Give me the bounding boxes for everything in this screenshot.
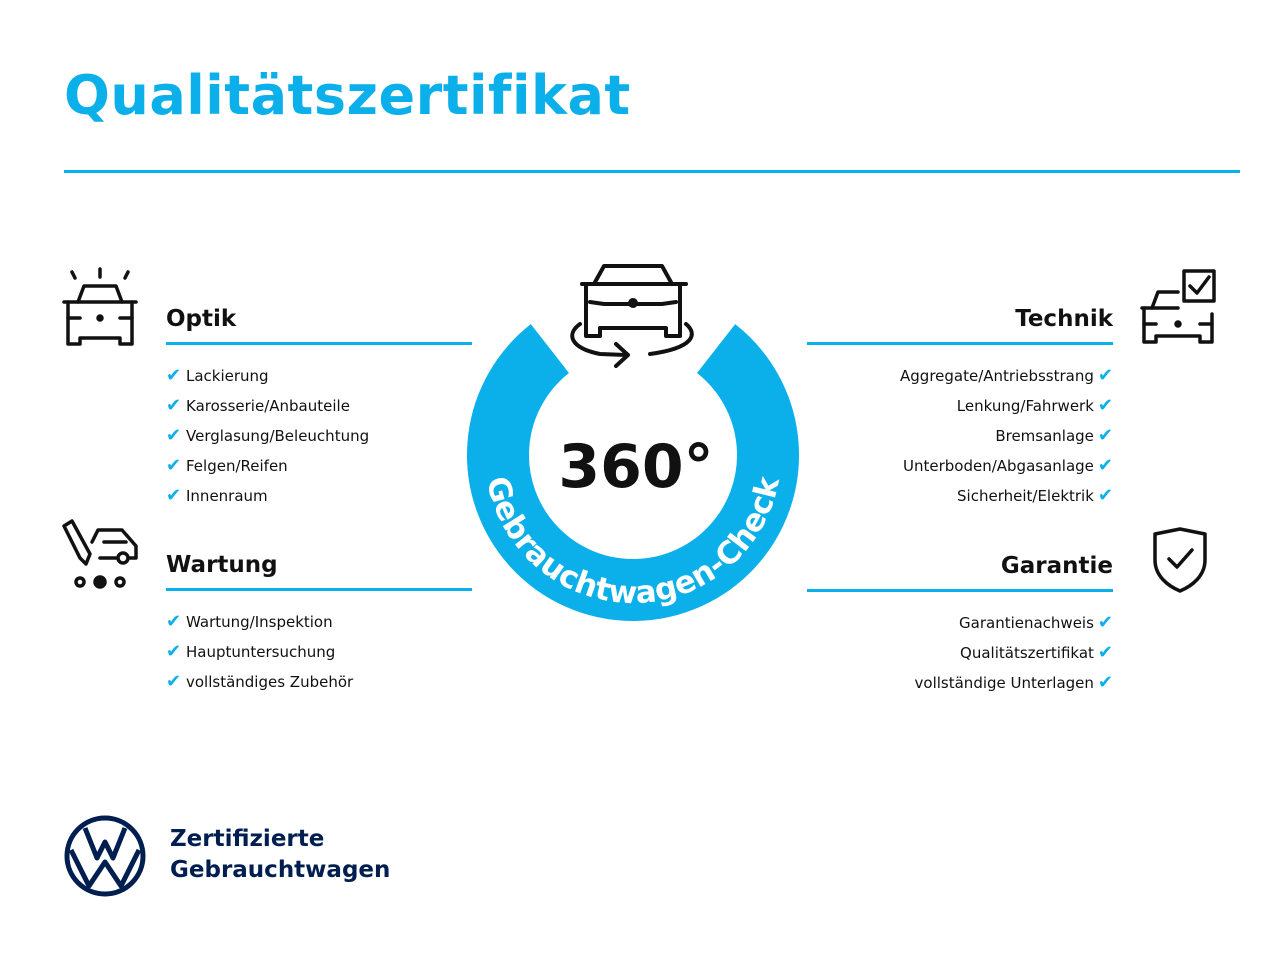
check-icon: ✔: [166, 611, 182, 632]
car-lights-icon: [62, 267, 138, 346]
list-item: ✔ Lackierung: [166, 361, 472, 391]
section-garantie: Garantie Garantienachweis ✔ Qualitätszert…: [807, 549, 1113, 698]
car-service-icon: [62, 519, 138, 589]
section-optik: Optik ✔ Lackierung ✔ Karosserie/Anbauteile…: [166, 302, 472, 511]
check-icon: ✔: [166, 671, 182, 692]
check-icon: ✔: [1097, 642, 1113, 663]
check-icon: ✔: [166, 641, 182, 662]
list-item: vollständige Unterlagen ✔: [807, 668, 1113, 698]
list-item: ✔ Hauptuntersuchung: [166, 637, 472, 667]
check-icon: ✔: [1097, 672, 1113, 693]
check-icon: ✔: [1097, 455, 1113, 476]
check-icon: ✔: [1097, 612, 1113, 633]
check-icon: ✔: [166, 365, 182, 386]
logo-text: Zertifizierte Gebrauchtwagen: [170, 826, 391, 883]
check-icon: ✔: [1097, 485, 1113, 506]
check-icon: ✔: [166, 455, 182, 476]
section-technik: Technik Aggregate/Antriebsstrang ✔ Lenkun…: [807, 302, 1113, 511]
check-icon: ✔: [1097, 365, 1113, 386]
list-item: Unterboden/Abgasanlage ✔: [807, 451, 1113, 481]
list-item: ✔ Karosserie/Anbauteile: [166, 391, 472, 421]
check-icon: ✔: [1097, 395, 1113, 416]
badge-value: 360°: [558, 432, 713, 502]
car-checkbox-icon: [1140, 269, 1216, 344]
badge-ring: [467, 324, 799, 621]
check-icon: ✔: [1097, 425, 1113, 446]
page-title: Qualitätszertifikat: [64, 64, 631, 127]
list-item: Aggregate/Antriebsstrang ✔: [807, 361, 1113, 391]
list-item: Garantienachweis ✔: [807, 608, 1113, 638]
section-heading: Garantie: [1000, 553, 1113, 579]
car-rotate-icon: [570, 264, 694, 368]
section-divider: [807, 589, 1113, 592]
list-item: ✔ Felgen/Reifen: [166, 451, 472, 481]
list-item: Qualitätszertifikat ✔: [807, 638, 1113, 668]
shield-check-icon: [1153, 527, 1207, 593]
section-heading: Wartung: [166, 552, 278, 578]
section-divider: [166, 588, 472, 591]
list-item: Bremsanlage ✔: [807, 421, 1113, 451]
section-heading: Optik: [166, 306, 237, 332]
list-item: ✔ Wartung/Inspektion: [166, 607, 472, 637]
list-item: Sicherheit/Elektrik ✔: [807, 481, 1113, 511]
list-item: ✔ Verglasung/Beleuchtung: [166, 421, 472, 451]
section-wartung: Wartung ✔ Wartung/Inspektion ✔ Hauptunters…: [166, 548, 472, 697]
list-item: Lenkung/Fahrwerk ✔: [807, 391, 1113, 421]
title-divider: [64, 170, 1240, 173]
check-icon: ✔: [166, 395, 182, 416]
list-item: ✔ vollständiges Zubehör: [166, 667, 472, 697]
section-divider: [166, 342, 472, 345]
list-item: ✔ Innenraum: [166, 481, 472, 511]
check-icon: ✔: [166, 485, 182, 506]
vw-logo: [64, 815, 146, 897]
section-divider: [807, 342, 1113, 345]
check-icon: ✔: [166, 425, 182, 446]
section-heading: Technik: [1015, 306, 1113, 332]
